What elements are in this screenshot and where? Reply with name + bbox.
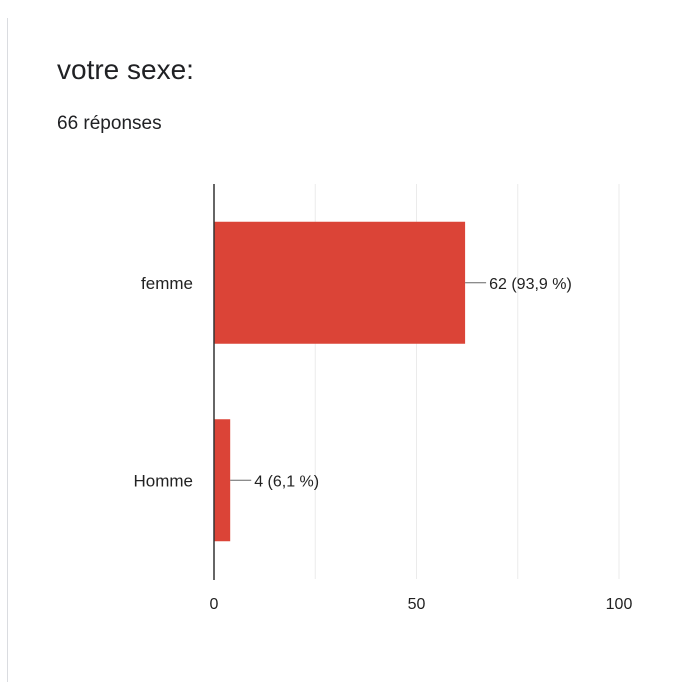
chart-labels: 0 50 100 femme 62 (93,9 %) Homme 4 (6,1 %) [133,274,632,613]
question-title: votre sexe: [57,54,194,85]
response-count: 66 réponses [57,113,162,134]
category-label: Homme [133,471,193,490]
bar [214,419,231,542]
x-tick-label: 50 [408,596,426,613]
card-left-border [7,18,8,682]
data-label: 62 (93,9 %) [489,276,572,293]
bar [214,221,466,344]
category-label: femme [141,274,193,293]
data-label: 4 (6,1 %) [254,473,319,490]
x-tick-label: 100 [606,596,633,613]
chart-bars [214,221,466,542]
x-tick-label: 0 [210,596,219,613]
